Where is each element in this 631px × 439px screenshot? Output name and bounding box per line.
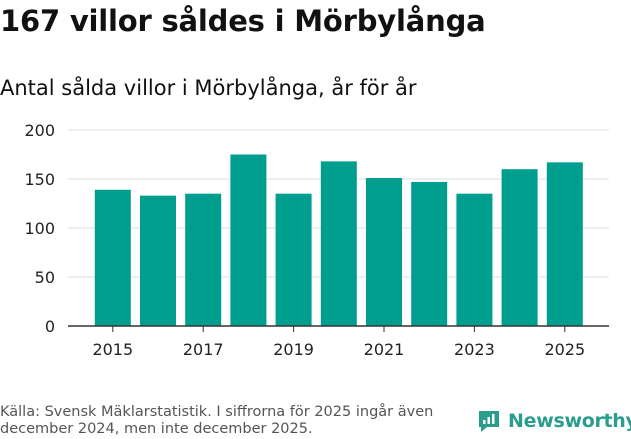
bar-2018[interactable] [230,154,267,327]
x-tick-label: 2023 [454,340,495,359]
bar-2025[interactable] [546,162,583,326]
bars [94,154,583,327]
bar-2020[interactable] [320,161,357,326]
bar-2016[interactable] [140,195,176,326]
bar-2023[interactable] [456,193,493,326]
bar-2022[interactable] [411,181,448,326]
y-tick-label: 100 [24,219,55,238]
x-tick-label: 2015 [92,340,133,359]
newsworthy-logo[interactable]: Newsworthy [476,408,631,434]
bar-2015[interactable] [94,189,131,326]
x-tick-label: 2017 [183,340,224,359]
y-tick-label: 150 [24,170,55,189]
chart-title: 167 villor såldes i Mörbylånga [0,4,486,38]
bar-2019[interactable] [275,193,312,326]
bar-2021[interactable] [366,178,402,326]
x-tick-label: 2025 [544,340,585,359]
bar-chart: 0 50 100 150 200 2015 2017 2019 2021 2023 2025 [24,121,609,359]
source-note: Källa: Svensk Mäklarstatistik. I siffror… [0,404,434,437]
y-tick-label: 200 [24,121,55,140]
bar-2017[interactable] [185,193,222,326]
bar-2024[interactable] [501,169,538,326]
chart-subtitle: Antal sålda villor i Mörbylånga, år för … [0,76,417,100]
x-tick-label: 2019 [273,340,314,359]
newsworthy-logo-icon [479,411,499,432]
x-tick-label: 2021 [364,340,405,359]
axes: 0 50 100 150 200 2015 2017 2019 2021 2023 2025 [24,121,609,359]
newsworthy-logo-text: Newsworthy [508,410,631,432]
y-tick-label: 0 [45,317,55,336]
y-tick-label: 50 [35,268,55,287]
